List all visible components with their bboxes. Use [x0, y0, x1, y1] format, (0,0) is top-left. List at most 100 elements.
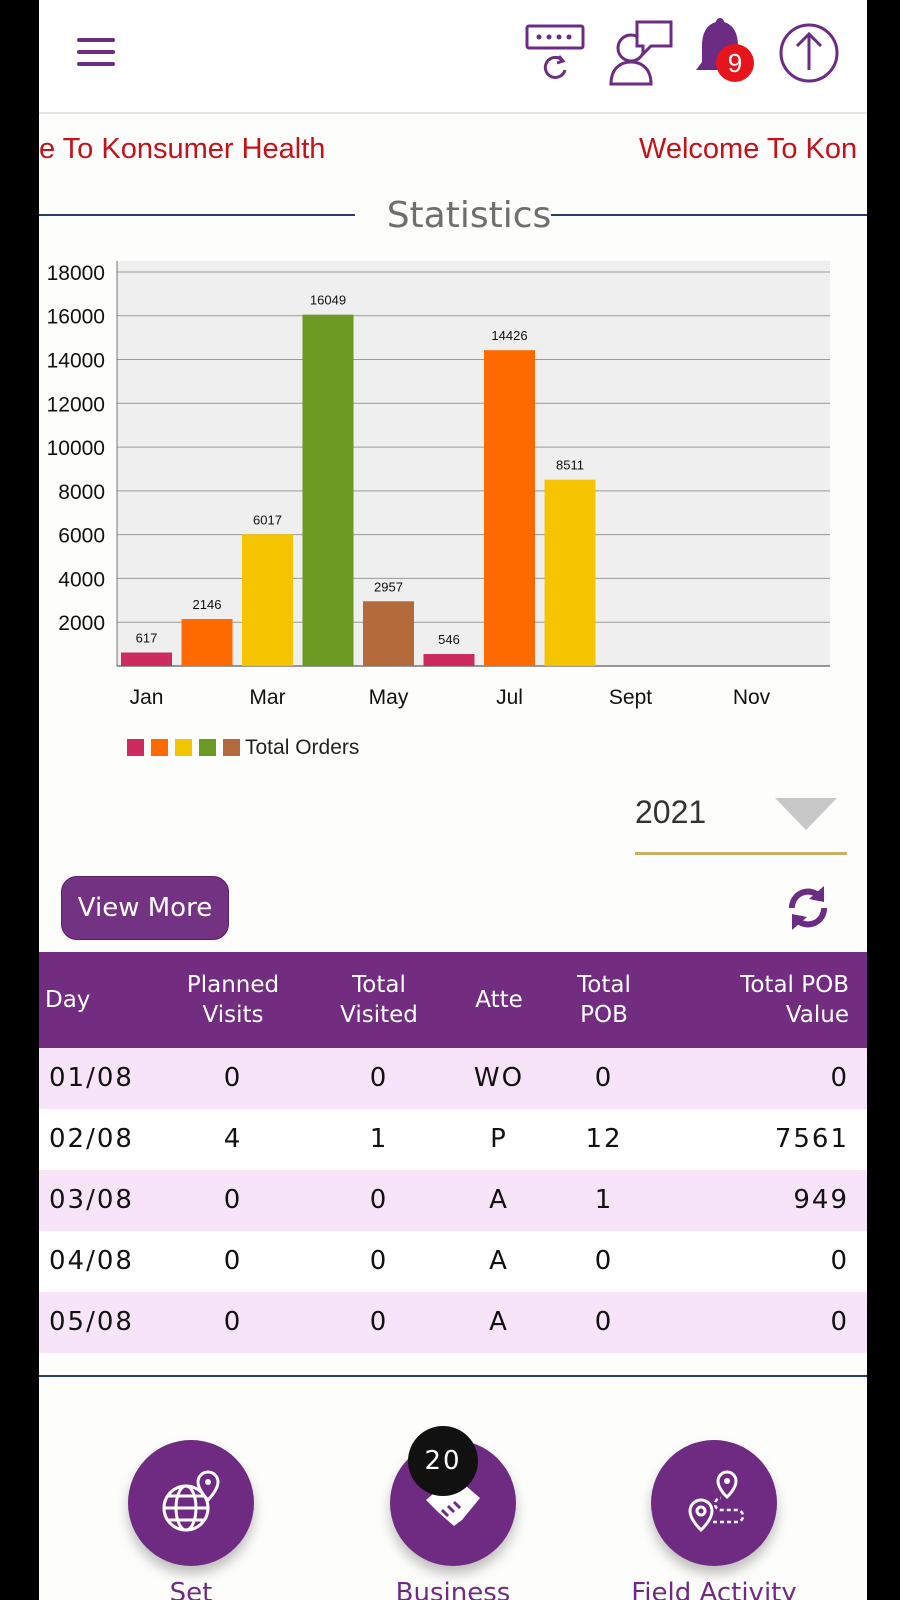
top-app-bar: 9: [39, 0, 867, 114]
view-more-button[interactable]: View More: [61, 876, 229, 940]
refresh-icon[interactable]: [784, 882, 832, 934]
route-location-icon: [688, 1470, 745, 1533]
bar-value-label: 14426: [491, 328, 527, 343]
field-activity-nav-button[interactable]: [651, 1440, 777, 1566]
table-cell: 0: [594, 1063, 614, 1093]
bar-jan: [121, 652, 172, 666]
bar-mar: [242, 534, 293, 666]
column-header-day: Day: [45, 987, 91, 1013]
table-cell: 04/08: [49, 1246, 134, 1276]
bar-jun: [423, 654, 475, 666]
table-cell: 0: [830, 1307, 849, 1337]
legend-swatch-2: [151, 739, 168, 756]
table-cell: A: [489, 1185, 509, 1215]
bar-value-label: 546: [438, 632, 460, 647]
year-dropdown[interactable]: 2021: [635, 780, 847, 855]
x-tick-label: May: [369, 686, 409, 709]
y-tick-label: 18000: [47, 262, 105, 285]
table-cell: 0: [223, 1307, 243, 1337]
y-tick-label: 12000: [47, 393, 105, 416]
bar-aug: [544, 479, 596, 666]
table-cell: 7561: [774, 1124, 849, 1154]
hamburger-menu-icon[interactable]: [77, 38, 117, 68]
y-tick-label: 2000: [58, 612, 105, 635]
upload-icon[interactable]: [777, 18, 841, 88]
table-header-row: Day Planned Visits Total Visited Atte Tota…: [39, 952, 867, 1048]
table-cell: P: [490, 1124, 508, 1154]
table-cell: 0: [223, 1185, 243, 1215]
table-row[interactable]: 04/08 0 0 A 0 0: [39, 1231, 867, 1292]
x-tick-label: Nov: [733, 686, 771, 709]
legend-swatch-3: [175, 739, 192, 756]
table-row[interactable]: 03/08 0 0 A 1 949: [39, 1170, 867, 1231]
welcome-marquee-text-repeat: Welcome To Kon: [639, 133, 858, 165]
globe-location-icon: [162, 1470, 220, 1532]
bar-apr: [302, 314, 354, 666]
table-body: 01/08 0 0 WO 0 0 02/08 4 1 P 12 7561 03/08 0 0 A 1 949 04/…: [39, 1048, 867, 1353]
bar-value-label: 6017: [253, 512, 282, 527]
table-row[interactable]: 01/08 0 0 WO 0 0: [39, 1048, 867, 1109]
x-tick-label: Sept: [609, 686, 652, 709]
field-activity-nav-label: Field Activity: [631, 1578, 797, 1600]
password-reset-icon[interactable]: [525, 18, 589, 88]
y-tick-label: 10000: [47, 437, 105, 460]
year-value: 2021: [635, 794, 707, 830]
app-screen: 9 e To Konsumer Health Welcome To Kon St…: [39, 0, 867, 1600]
legend-swatch-1: [127, 739, 144, 756]
total-orders-bar-chart: 2000 4000 6000 8000 10000 12000 14000 16000 1800…: [47, 261, 830, 709]
daily-report-table: Day Planned Visits Total Visited Atte Tota…: [39, 952, 867, 1353]
y-tick-label: 8000: [58, 481, 105, 504]
bar-value-label: 16049: [310, 293, 346, 308]
x-tick-label: Jul: [496, 686, 523, 709]
set-nav-label: Set: [169, 1578, 213, 1600]
y-tick-label: 14000: [47, 350, 105, 373]
dropdown-arrow-icon: [775, 798, 837, 830]
column-header-total-pob-value: Total POB Value: [740, 972, 849, 1028]
y-tick-label: 16000: [47, 306, 105, 329]
bar-may: [363, 601, 414, 666]
welcome-marquee-text: e To Konsumer Health: [39, 133, 326, 165]
y-tick-label: 6000: [58, 525, 105, 548]
table-cell: 0: [369, 1246, 389, 1276]
table-cell: 05/08: [49, 1307, 134, 1337]
column-header-attendance: Atte: [475, 987, 523, 1013]
table-cell: 0: [369, 1307, 389, 1337]
legend-swatch-5: [223, 739, 240, 756]
table-cell: 1: [369, 1124, 389, 1154]
bar-jul: [484, 350, 535, 666]
table-cell: 0: [223, 1063, 243, 1093]
x-tick-label: Jan: [130, 686, 164, 709]
table-cell: 01/08: [49, 1063, 134, 1093]
bar-value-label: 8511: [556, 458, 584, 473]
column-header-planned-visits: Planned Visits: [186, 972, 280, 1028]
divider-right: [551, 214, 867, 216]
business-nav-label: Business: [395, 1578, 511, 1600]
legend-label: Total Orders: [245, 736, 360, 759]
table-cell: A: [489, 1307, 509, 1337]
table-divider: [39, 1375, 867, 1377]
column-header-total-visited: Total Visited: [340, 972, 418, 1028]
table-cell: WO: [473, 1063, 525, 1093]
table-cell: 1: [594, 1185, 614, 1215]
table-cell: 0: [830, 1063, 849, 1093]
table-row[interactable]: 02/08 4 1 P 12 7561: [39, 1109, 867, 1170]
table-cell: 12: [585, 1124, 623, 1154]
set-nav-button[interactable]: [128, 1440, 254, 1566]
table-cell: 03/08: [49, 1185, 134, 1215]
table-cell: A: [489, 1246, 509, 1276]
table-cell: 4: [223, 1124, 243, 1154]
bar-value-label: 2146: [193, 597, 222, 612]
column-header-total-pob: Total POB: [577, 972, 631, 1028]
table-cell: 0: [369, 1185, 389, 1215]
table-cell: 0: [223, 1246, 243, 1276]
bar-feb: [181, 619, 233, 666]
plot-area: [117, 261, 830, 666]
x-tick-label: Mar: [249, 686, 285, 709]
statistics-title: Statistics: [386, 195, 552, 236]
table-cell: 0: [594, 1246, 614, 1276]
legend-swatch-4: [199, 739, 216, 756]
chat-support-icon[interactable]: [607, 18, 673, 88]
table-cell: 0: [594, 1307, 614, 1337]
table-row[interactable]: 05/08 0 0 A 0 0: [39, 1292, 867, 1353]
table-cell: 0: [830, 1246, 849, 1276]
